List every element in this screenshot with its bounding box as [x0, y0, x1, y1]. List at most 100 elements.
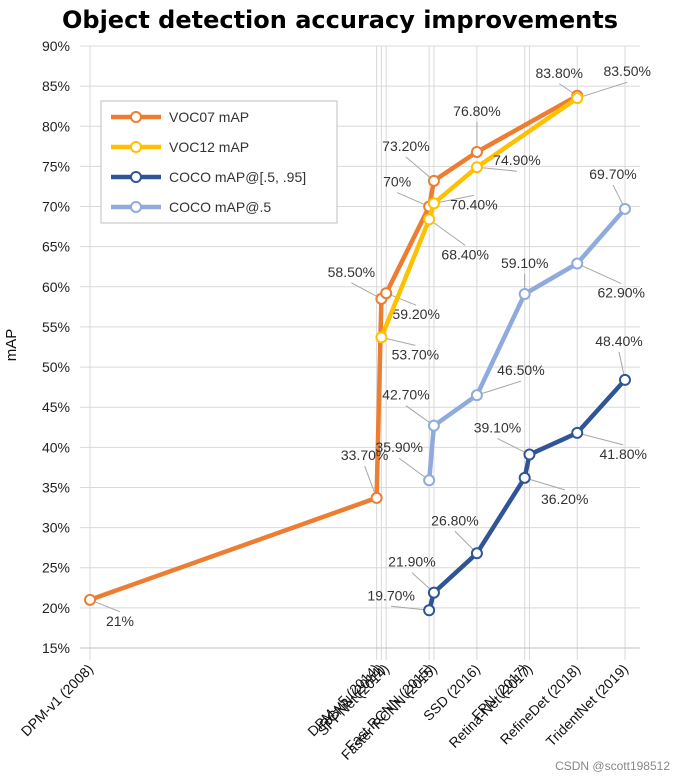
data-point — [619, 373, 631, 386]
y-tick-label: 35% — [42, 479, 70, 495]
data-label: 73.20% — [382, 138, 429, 154]
series-VOC07 mAP: 21% 33.70% 58.50% 59.20% 70% 73.20% 76.80% 83.8… — [84, 65, 584, 629]
data-point — [518, 288, 531, 301]
data-point — [427, 174, 440, 187]
data-label: 19.70% — [367, 587, 414, 603]
chart-title: Object detection accuracy improvements — [62, 6, 618, 34]
data-label: 42.70% — [382, 387, 429, 403]
data-point — [375, 331, 388, 344]
data-label: 21% — [106, 613, 134, 629]
legend: VOC07 mAP VOC12 mAP COCO mAP@[.5, .95] COCO… — [100, 100, 338, 224]
data-label: 39.10% — [474, 420, 521, 436]
y-tick-label: 75% — [42, 158, 70, 174]
series-line — [427, 378, 627, 611]
data-point — [571, 92, 584, 105]
data-label-leader — [577, 263, 622, 284]
y-tick-label: 65% — [42, 239, 70, 255]
data-label: 41.80% — [599, 446, 646, 462]
data-point — [518, 471, 531, 484]
y-tick-label: 85% — [42, 78, 70, 94]
data-point — [571, 426, 584, 439]
series-line — [426, 207, 627, 481]
x-tick-label: DPM-v1 (2008) — [18, 661, 96, 739]
data-point — [619, 202, 631, 215]
y-axis-label: mAP — [3, 329, 20, 362]
data-label: 69.70% — [589, 166, 636, 182]
data-point — [523, 448, 536, 461]
data-point — [423, 213, 436, 226]
data-point — [571, 257, 584, 270]
data-label: 74.90% — [493, 152, 540, 168]
data-label-leader — [577, 432, 624, 446]
series-line — [89, 93, 579, 602]
y-axis-ticks: 15% 20% 25% 30% 35% 40% 45% 50% 55% 60% 65% 70% 75% 8… — [42, 38, 70, 656]
data-label: 33.70% — [341, 447, 388, 463]
data-label-leader — [391, 605, 430, 611]
y-tick-label: 40% — [42, 439, 70, 455]
y-tick-label: 20% — [42, 600, 70, 616]
data-point — [423, 474, 436, 487]
data-label-leader — [476, 166, 517, 172]
legend-swatch-marker — [130, 201, 142, 213]
y-tick-label: 25% — [42, 560, 70, 576]
data-label: 53.70% — [392, 346, 439, 362]
y-tick-label: 90% — [42, 38, 70, 54]
x-tick-label: TridentNet (2019) — [543, 661, 632, 750]
series-COCO mAP@[.5, .95]: 19.70% 21.90% 26.80% 36.20% 39.10% 41.80% 48.4… — [367, 333, 647, 617]
legend-label: VOC12 mAP — [169, 139, 249, 155]
y-tick-label: 30% — [42, 520, 70, 536]
series-line — [379, 96, 579, 339]
data-point — [427, 419, 440, 432]
series-VOC12 mAP: 53.70% 68.40% 70.40% 74.90% 83.50% — [375, 63, 651, 362]
data-label-leader — [428, 218, 466, 246]
data-label: 21.90% — [388, 554, 435, 570]
y-tick-label: 15% — [42, 640, 70, 656]
y-tick-label: 50% — [42, 359, 70, 375]
data-label: 70% — [383, 174, 411, 190]
data-label: 59.20% — [392, 306, 439, 322]
legend-label: COCO mAP@.5 — [169, 199, 271, 215]
data-label: 62.90% — [597, 285, 644, 301]
legend-label: VOC07 mAP — [169, 109, 249, 125]
data-point — [427, 197, 440, 210]
data-point — [470, 389, 483, 402]
data-label: 83.80% — [535, 65, 582, 81]
data-label: 83.50% — [603, 63, 650, 79]
data-point — [84, 593, 96, 606]
watermark: CSDN @scott198512 — [555, 759, 670, 773]
data-point — [423, 604, 436, 617]
data-label: 76.80% — [453, 103, 500, 119]
data-point — [370, 491, 383, 504]
legend-swatch-marker — [130, 171, 142, 183]
y-tick-label: 45% — [42, 399, 70, 415]
x-axis-ticks: DPM-v1 (2008) DPM-v5 (2014)RCNN (2014)SPP… — [18, 661, 631, 763]
data-label-leader — [405, 156, 435, 182]
data-label: 48.40% — [595, 333, 642, 349]
data-label-leader — [476, 380, 522, 396]
legend-swatch-marker — [130, 141, 142, 153]
y-tick-label: 70% — [42, 199, 70, 215]
series-COCO mAP@.5: 35.90% 42.70% 46.50% 59.10% 62.90% 69.70% — [375, 166, 645, 487]
data-label: 36.20% — [541, 491, 588, 507]
data-label: 59.10% — [501, 255, 548, 271]
series-group: 21% 33.70% 58.50% 59.20% 70% 73.20% 76.80% 83.8… — [84, 63, 651, 629]
data-label-leader — [433, 194, 475, 204]
y-tick-label: 55% — [42, 319, 70, 335]
data-label: 70.40% — [450, 196, 497, 212]
data-label-leader — [577, 81, 628, 99]
data-label: 46.50% — [497, 362, 544, 378]
data-point — [427, 586, 440, 599]
data-point — [470, 161, 483, 174]
data-label-leader — [524, 477, 565, 491]
data-label-leader — [398, 457, 430, 481]
data-point — [380, 287, 393, 300]
y-tick-label: 60% — [42, 279, 70, 295]
legend-label: COCO mAP@[.5, .95] — [169, 169, 306, 185]
data-label: 35.90% — [375, 439, 422, 455]
y-tick-label: 80% — [42, 118, 70, 134]
data-point — [470, 145, 483, 158]
legend-swatch-marker — [130, 111, 142, 123]
data-label: 26.80% — [431, 512, 478, 528]
data-point — [470, 547, 483, 560]
